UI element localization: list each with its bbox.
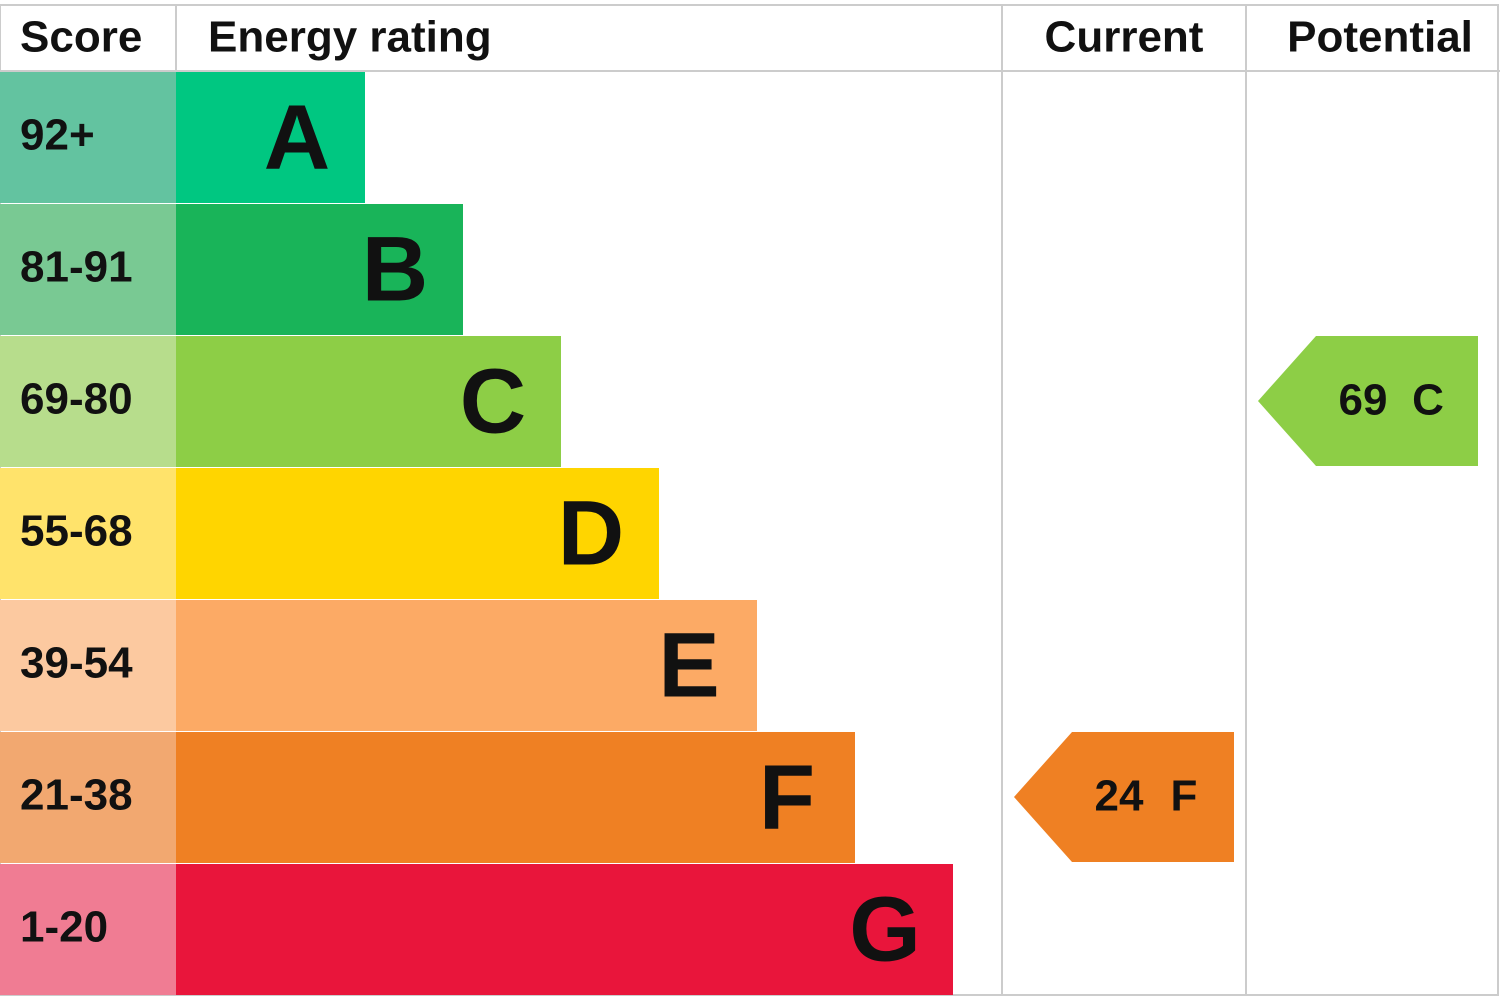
rating-bar xyxy=(176,204,463,335)
score-cell xyxy=(0,468,176,599)
score-cell xyxy=(0,204,176,335)
potential-letter: C xyxy=(1412,376,1444,425)
score-cell xyxy=(0,72,176,203)
rating-letter: D xyxy=(558,482,624,584)
rating-bar xyxy=(176,600,757,731)
current-value: 24 xyxy=(1095,772,1144,821)
score-cell xyxy=(0,336,176,467)
score-cell xyxy=(0,732,176,863)
score-label: 1-20 xyxy=(20,903,108,952)
score-label: 39-54 xyxy=(20,639,133,688)
rating-bar xyxy=(176,468,659,599)
rating-letter: B xyxy=(362,218,428,320)
score-label: 55-68 xyxy=(20,507,133,556)
score-label: 69-80 xyxy=(20,375,133,424)
header-energy-rating: Energy rating xyxy=(208,13,492,62)
rating-bar xyxy=(176,864,953,995)
score-cell xyxy=(0,864,176,995)
rating-bar xyxy=(176,72,365,203)
header-score: Score xyxy=(20,13,142,62)
header-potential: Potential xyxy=(1287,13,1473,62)
score-label: 81-91 xyxy=(20,243,133,292)
rating-letter: F xyxy=(759,746,815,848)
potential-arrow xyxy=(1258,336,1478,466)
score-label: 21-38 xyxy=(20,771,133,820)
rating-letter: C xyxy=(460,350,526,452)
potential-value: 69 xyxy=(1339,376,1388,425)
rating-letter: A xyxy=(264,86,330,188)
rating-bar xyxy=(176,336,561,467)
score-label: 92+ xyxy=(20,111,95,160)
header-current: Current xyxy=(1045,13,1204,62)
current-arrow xyxy=(1014,732,1234,862)
rating-letter: G xyxy=(849,878,921,980)
score-cell xyxy=(0,600,176,731)
current-letter: F xyxy=(1171,772,1198,821)
rating-letter: E xyxy=(658,614,719,716)
rating-bar xyxy=(176,732,855,863)
